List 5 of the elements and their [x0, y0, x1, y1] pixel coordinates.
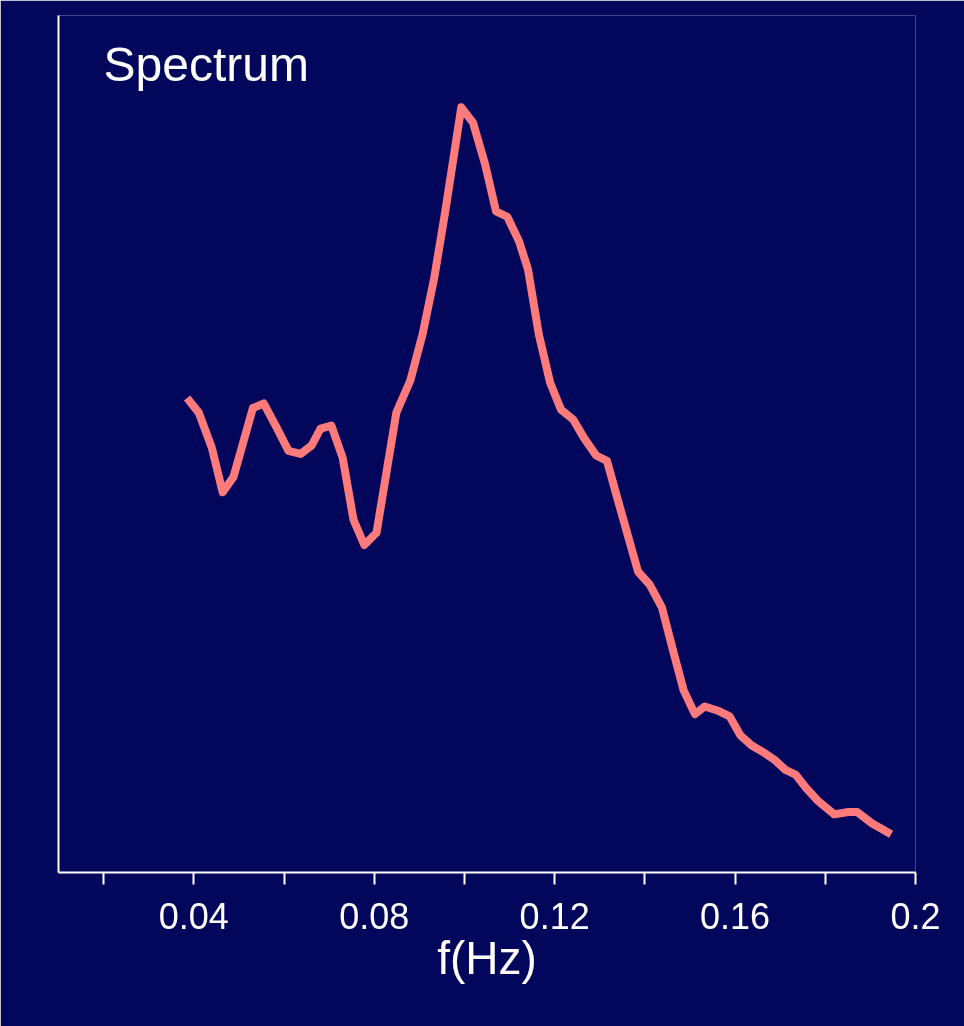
x-tick-label: 0.08	[339, 895, 410, 937]
x-tick-label: 0.2	[890, 895, 941, 937]
chart-title: Spectrum	[103, 37, 309, 91]
x-tick-label: 0.16	[700, 895, 771, 937]
x-tick-label: 0.04	[158, 895, 229, 937]
